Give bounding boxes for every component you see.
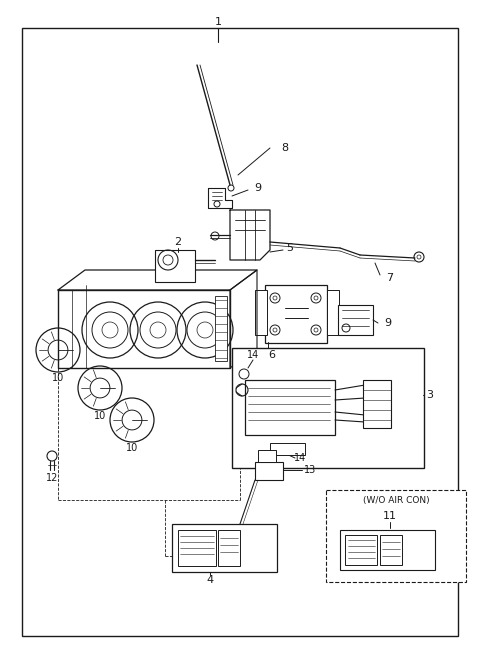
Text: 2: 2 [174,237,181,247]
Bar [380,535,402,565]
Bar [363,380,391,428]
Text: 10: 10 [52,373,64,383]
Text: 8: 8 [281,143,288,153]
Bar [255,462,283,480]
Text: 4: 4 [206,575,214,585]
Text: 9: 9 [254,183,262,193]
Bar [245,380,335,435]
Bar [172,524,277,572]
Bar [215,296,227,361]
Bar [155,250,195,282]
Bar [327,290,339,335]
Text: (W/O AIR CON): (W/O AIR CON) [363,495,429,504]
Text: 3: 3 [427,390,433,400]
Bar [232,348,424,468]
Text: 7: 7 [386,273,394,283]
Text: 14: 14 [294,453,306,463]
Text: 10: 10 [94,411,106,421]
Bar [270,443,305,455]
Bar [345,535,377,565]
Text: 9: 9 [384,318,392,328]
Text: 13: 13 [304,465,316,475]
Bar [178,530,216,566]
Text: 11: 11 [383,511,397,521]
Bar [258,450,276,462]
Text: 14: 14 [247,350,259,360]
Text: 10: 10 [126,443,138,453]
Bar [255,290,267,335]
Text: 12: 12 [46,473,58,483]
Bar [338,305,373,335]
Bar [326,490,466,582]
Text: 6: 6 [268,350,276,360]
Bar [218,530,240,566]
Bar [265,285,327,343]
Bar [340,530,435,570]
Text: 1: 1 [215,17,221,27]
Text: 5: 5 [287,243,293,253]
